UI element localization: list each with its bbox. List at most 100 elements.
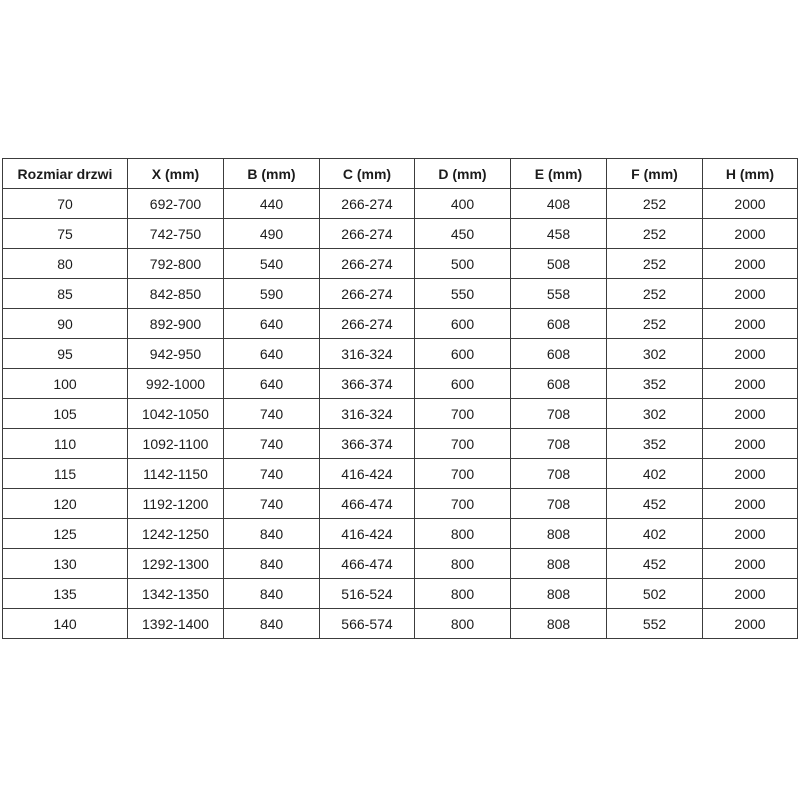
table-cell: 800 xyxy=(414,548,511,579)
table-cell: 408 xyxy=(510,188,607,219)
table-cell: 2000 xyxy=(702,428,798,459)
table-cell: 800 xyxy=(414,608,511,639)
table-cell: 640 xyxy=(223,338,320,369)
table-cell: 2000 xyxy=(702,338,798,369)
table-cell: 2000 xyxy=(702,308,798,339)
table-cell: 1142-1150 xyxy=(127,458,224,489)
table-cell: 2000 xyxy=(702,548,798,579)
table-row: 135 1342-1350 840 516-524 800 808 502 2000 xyxy=(2,578,798,609)
table-cell: 942-950 xyxy=(127,338,224,369)
table-cell: 140 xyxy=(2,608,128,639)
table-row: 90 892-900 640 266-274 600 608 252 2000 xyxy=(2,308,798,339)
table-cell: 458 xyxy=(510,218,607,249)
table-cell: 840 xyxy=(223,548,320,579)
table-cell: 1342-1350 xyxy=(127,578,224,609)
table-row: 115 1142-1150 740 416-424 700 708 402 2000 xyxy=(2,458,798,489)
table-cell: 2000 xyxy=(702,218,798,249)
table-cell: 316-324 xyxy=(319,338,415,369)
table-cell: 608 xyxy=(510,338,607,369)
table-cell: 125 xyxy=(2,518,128,549)
table-cell: 366-374 xyxy=(319,428,415,459)
header-row: Rozmiar drzwi X (mm) B (mm) C (mm) D (mm) E (… xyxy=(2,158,798,189)
table-cell: 252 xyxy=(606,218,703,249)
column-header: D (mm) xyxy=(414,158,511,189)
table-cell: 2000 xyxy=(702,368,798,399)
table-cell: 550 xyxy=(414,278,511,309)
table-cell: 740 xyxy=(223,398,320,429)
table-row: 105 1042-1050 740 316-324 700 708 302 2000 xyxy=(2,398,798,429)
table-cell: 700 xyxy=(414,428,511,459)
table-cell: 90 xyxy=(2,308,128,339)
table-cell: 70 xyxy=(2,188,128,219)
table-cell: 600 xyxy=(414,308,511,339)
table-cell: 808 xyxy=(510,518,607,549)
table-cell: 490 xyxy=(223,218,320,249)
table-cell: 552 xyxy=(606,608,703,639)
table-row: 120 1192-1200 740 466-474 700 708 452 2000 xyxy=(2,488,798,519)
table-cell: 992-1000 xyxy=(127,368,224,399)
column-header: F (mm) xyxy=(606,158,703,189)
table-cell: 266-274 xyxy=(319,188,415,219)
table-cell: 2000 xyxy=(702,458,798,489)
table-cell: 840 xyxy=(223,608,320,639)
table-cell: 808 xyxy=(510,548,607,579)
table-cell: 800 xyxy=(414,578,511,609)
table-cell: 840 xyxy=(223,578,320,609)
table-body: 70 692-700 440 266-274 400 408 252 2000 75 742-75… xyxy=(2,188,798,639)
table-cell: 2000 xyxy=(702,608,798,639)
table-row: 95 942-950 640 316-324 600 608 302 2000 xyxy=(2,338,798,369)
table-cell: 1092-1100 xyxy=(127,428,224,459)
table-cell: 700 xyxy=(414,458,511,489)
table-cell: 302 xyxy=(606,338,703,369)
table-cell: 466-474 xyxy=(319,548,415,579)
table-cell: 440 xyxy=(223,188,320,219)
table-cell: 266-274 xyxy=(319,248,415,279)
table-cell: 120 xyxy=(2,488,128,519)
table-cell: 842-850 xyxy=(127,278,224,309)
table-cell: 452 xyxy=(606,488,703,519)
table-cell: 1242-1250 xyxy=(127,518,224,549)
table-cell: 100 xyxy=(2,368,128,399)
table-cell: 402 xyxy=(606,518,703,549)
table-row: 125 1242-1250 840 416-424 800 808 402 2000 xyxy=(2,518,798,549)
table-cell: 708 xyxy=(510,428,607,459)
table-cell: 2000 xyxy=(702,488,798,519)
table-cell: 1192-1200 xyxy=(127,488,224,519)
table-row: 75 742-750 490 266-274 450 458 252 2000 xyxy=(2,218,798,249)
table-cell: 1292-1300 xyxy=(127,548,224,579)
column-header: X (mm) xyxy=(127,158,224,189)
table-cell: 800 xyxy=(414,518,511,549)
table-cell: 640 xyxy=(223,368,320,399)
table-cell: 740 xyxy=(223,458,320,489)
table-cell: 742-750 xyxy=(127,218,224,249)
table-cell: 352 xyxy=(606,428,703,459)
table-cell: 366-374 xyxy=(319,368,415,399)
table-cell: 266-274 xyxy=(319,218,415,249)
table-cell: 566-574 xyxy=(319,608,415,639)
table-row: 130 1292-1300 840 466-474 800 808 452 2000 xyxy=(2,548,798,579)
table-cell: 2000 xyxy=(702,278,798,309)
table-cell: 110 xyxy=(2,428,128,459)
table-cell: 808 xyxy=(510,578,607,609)
table-cell: 708 xyxy=(510,488,607,519)
table-cell: 700 xyxy=(414,488,511,519)
table-cell: 640 xyxy=(223,308,320,339)
table-cell: 75 xyxy=(2,218,128,249)
table-cell: 252 xyxy=(606,188,703,219)
table-cell: 558 xyxy=(510,278,607,309)
table-cell: 302 xyxy=(606,398,703,429)
column-header: H (mm) xyxy=(702,158,798,189)
table-cell: 2000 xyxy=(702,248,798,279)
table-cell: 1042-1050 xyxy=(127,398,224,429)
table-cell: 266-274 xyxy=(319,308,415,339)
table-cell: 115 xyxy=(2,458,128,489)
column-header: E (mm) xyxy=(510,158,607,189)
table-cell: 135 xyxy=(2,578,128,609)
table-cell: 452 xyxy=(606,548,703,579)
table-row: 85 842-850 590 266-274 550 558 252 2000 xyxy=(2,278,798,309)
table-cell: 252 xyxy=(606,248,703,279)
table-cell: 700 xyxy=(414,398,511,429)
table-cell: 105 xyxy=(2,398,128,429)
table-cell: 80 xyxy=(2,248,128,279)
